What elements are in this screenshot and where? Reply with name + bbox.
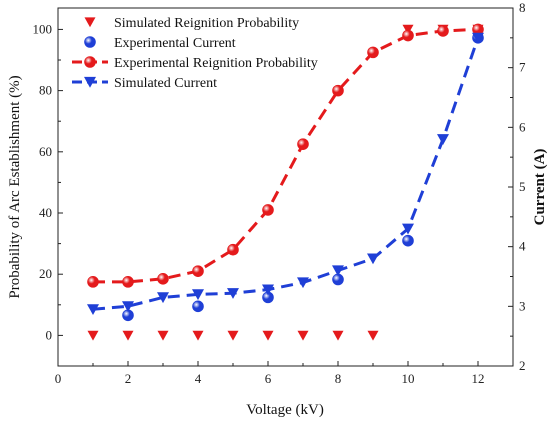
x-tick-label: 4 — [195, 371, 202, 386]
legend-label: Experimental Current — [114, 36, 236, 51]
data-point — [437, 134, 449, 145]
y-tick-label: 40 — [39, 205, 52, 220]
y-right-tick-label: 7 — [519, 60, 526, 75]
data-point — [297, 138, 309, 150]
x-tick-label: 0 — [55, 371, 62, 386]
x-axis-title: Voltage (kV) — [246, 402, 324, 418]
x-tick-label: 6 — [265, 371, 272, 386]
legend-marker — [84, 36, 96, 48]
data-point — [157, 330, 169, 341]
legend-marker — [84, 17, 96, 28]
legend-label: Experimental Reignition Probability — [114, 56, 318, 71]
y-axis-title: Probability of Arc Establishment (%) — [7, 75, 23, 298]
x-tick-label: 8 — [335, 371, 342, 386]
series-0 — [87, 24, 484, 341]
y-tick-label: 0 — [46, 327, 53, 342]
data-point — [122, 301, 134, 313]
data-point — [192, 330, 204, 341]
series-layer — [87, 23, 484, 341]
data-point — [332, 265, 344, 277]
data-point — [227, 330, 239, 341]
y-right-tick-label: 8 — [519, 0, 526, 15]
data-point — [122, 276, 134, 288]
data-point — [87, 330, 99, 341]
data-point — [192, 300, 204, 313]
data-point — [87, 304, 99, 316]
legend-marker — [84, 76, 96, 88]
data-point — [332, 84, 344, 97]
data-point — [402, 234, 414, 247]
y-right-tick-label: 5 — [519, 179, 526, 194]
data-point — [367, 330, 379, 341]
data-point — [402, 223, 414, 235]
series-2 — [87, 23, 484, 288]
legend: Simulated Reignition Probability Experime… — [72, 16, 318, 91]
data-point — [402, 29, 414, 42]
x-tick-label: 12 — [472, 371, 485, 386]
y-right-tick-label: 4 — [519, 239, 526, 254]
series-line — [93, 27, 479, 284]
x-tick-label: 2 — [125, 371, 132, 386]
data-point — [297, 330, 309, 341]
data-point — [157, 272, 169, 285]
data-point — [402, 24, 414, 35]
data-point — [122, 330, 134, 341]
y-right-tick-label: 2 — [519, 358, 526, 373]
data-point — [262, 204, 274, 216]
y-tick-label: 60 — [39, 144, 52, 159]
data-point — [227, 288, 239, 299]
y-tick-label: 100 — [33, 21, 53, 36]
data-point — [192, 265, 204, 277]
y-right-tick-label: 3 — [519, 298, 526, 313]
legend-marker — [84, 56, 96, 68]
data-point — [367, 253, 379, 265]
data-point — [87, 276, 99, 288]
y-right-axis-title: Current (A) — [532, 149, 548, 226]
data-point — [192, 289, 204, 301]
data-point — [472, 32, 484, 44]
y-tick-label: 80 — [39, 83, 52, 98]
data-point — [157, 292, 169, 304]
legend-label: Simulated Reignition Probability — [114, 16, 299, 31]
series-line — [92, 37, 480, 311]
data-point — [437, 25, 449, 37]
data-point — [262, 330, 274, 341]
data-point — [332, 330, 344, 341]
data-point — [227, 243, 239, 256]
x-tick-label: 10 — [402, 371, 415, 386]
data-point — [297, 277, 309, 289]
y-right-tick-label: 6 — [519, 119, 526, 134]
data-point — [367, 46, 379, 59]
y-tick-label: 20 — [39, 266, 52, 281]
series-3 — [87, 32, 484, 316]
legend-label: Simulated Current — [114, 76, 217, 91]
ticks-layer: 0 2 4 6 8 10 12 0 20 40 60 80 100 2 3 4 5 6 7 8 — [33, 0, 527, 386]
data-point — [262, 284, 274, 296]
